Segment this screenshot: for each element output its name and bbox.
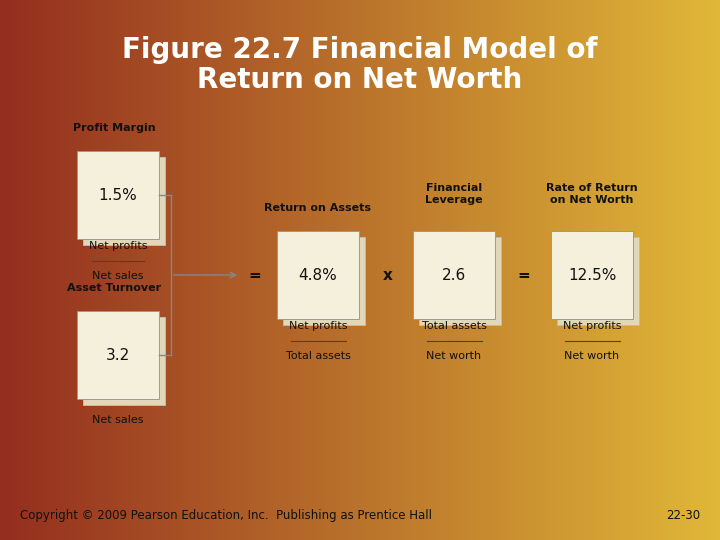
Text: Return on Net Worth: Return on Net Worth <box>197 66 523 94</box>
Text: Profit Margin: Profit Margin <box>73 123 156 133</box>
Text: x: x <box>383 267 393 282</box>
Text: =: = <box>248 267 261 282</box>
Text: Rate of Return
on Net Worth: Rate of Return on Net Worth <box>546 184 638 205</box>
Bar <box>413 231 495 319</box>
Text: Net sales: Net sales <box>92 415 144 425</box>
Text: 22-30: 22-30 <box>666 509 700 522</box>
Text: Financial
Leverage: Financial Leverage <box>426 184 483 205</box>
Text: 2.6: 2.6 <box>442 267 466 282</box>
Bar <box>551 231 633 319</box>
Text: 12.5%: 12.5% <box>568 267 616 282</box>
Bar <box>283 237 365 325</box>
Text: Net sales: Net sales <box>92 271 144 281</box>
Text: 1.5%: 1.5% <box>99 187 138 202</box>
Text: =: = <box>518 267 531 282</box>
Bar <box>83 157 165 245</box>
Text: Asset Turnover: Asset Turnover <box>67 283 161 293</box>
Text: 3.2: 3.2 <box>106 348 130 362</box>
Text: Return on Assets: Return on Assets <box>264 203 372 213</box>
Text: Total assets: Total assets <box>286 351 351 361</box>
Text: 4.8%: 4.8% <box>299 267 338 282</box>
Text: Figure 22.7 Financial Model of: Figure 22.7 Financial Model of <box>122 36 598 64</box>
Bar <box>419 237 501 325</box>
Text: Net profits: Net profits <box>89 241 148 251</box>
Bar <box>83 317 165 405</box>
Text: Net profits: Net profits <box>563 321 621 331</box>
Bar <box>77 311 159 399</box>
Text: Net worth: Net worth <box>564 351 620 361</box>
Bar <box>557 237 639 325</box>
Text: Net profits: Net profits <box>289 321 347 331</box>
Text: Net worth: Net worth <box>426 351 482 361</box>
Bar <box>77 151 159 239</box>
Text: Copyright © 2009 Pearson Education, Inc.  Publishing as Prentice Hall: Copyright © 2009 Pearson Education, Inc.… <box>20 509 432 522</box>
Text: Total assets: Total assets <box>422 321 487 331</box>
Bar <box>277 231 359 319</box>
